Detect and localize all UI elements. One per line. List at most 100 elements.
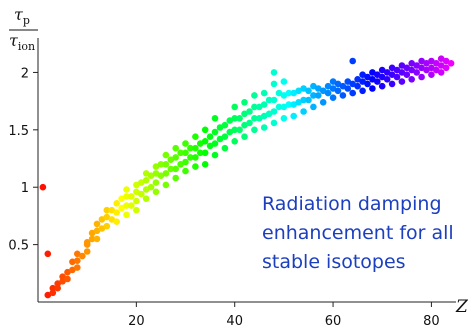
data-point bbox=[359, 71, 366, 78]
y-tick-label: 0.5 bbox=[8, 239, 29, 254]
data-point bbox=[103, 213, 111, 221]
data-point bbox=[152, 179, 160, 186]
data-point bbox=[364, 73, 371, 81]
x-axis-title: Z bbox=[455, 297, 469, 317]
data-point bbox=[49, 284, 57, 292]
data-point bbox=[280, 78, 288, 85]
data-point bbox=[59, 278, 66, 285]
data-point bbox=[64, 275, 71, 283]
data-point bbox=[270, 108, 278, 115]
data-point bbox=[378, 73, 386, 81]
data-point bbox=[260, 101, 268, 108]
data-point bbox=[310, 103, 317, 111]
data-point bbox=[157, 172, 165, 179]
data-point bbox=[172, 174, 179, 182]
data-point bbox=[133, 188, 140, 196]
data-point bbox=[285, 101, 293, 108]
data-point bbox=[260, 89, 268, 97]
data-point bbox=[339, 82, 347, 90]
data-point bbox=[93, 227, 101, 235]
data-point bbox=[364, 80, 371, 88]
data-point bbox=[383, 76, 391, 83]
data-point bbox=[418, 73, 425, 81]
data-point bbox=[197, 140, 204, 147]
data-point bbox=[290, 101, 298, 108]
data-point bbox=[408, 76, 416, 83]
data-point bbox=[123, 202, 130, 209]
data-point bbox=[369, 69, 376, 76]
data-point bbox=[192, 163, 199, 170]
data-point bbox=[334, 80, 342, 88]
data-point bbox=[98, 225, 106, 232]
data-point bbox=[103, 222, 111, 230]
data-point bbox=[310, 92, 317, 99]
data-point bbox=[354, 76, 361, 83]
data-point bbox=[118, 195, 125, 202]
x-tick-label: 60 bbox=[325, 314, 342, 329]
data-point bbox=[44, 291, 52, 299]
data-point bbox=[290, 89, 298, 97]
data-point bbox=[354, 82, 361, 90]
data-point bbox=[177, 149, 184, 157]
data-point bbox=[270, 69, 278, 76]
data-point bbox=[231, 138, 238, 145]
data-point bbox=[211, 151, 219, 159]
data-point bbox=[403, 64, 411, 72]
y-title-numerator: τp bbox=[14, 5, 30, 27]
data-point bbox=[123, 193, 130, 200]
data-point bbox=[93, 220, 101, 228]
data-point bbox=[349, 57, 357, 65]
data-point bbox=[319, 87, 327, 95]
data-point bbox=[398, 69, 406, 76]
data-point bbox=[59, 273, 66, 281]
data-point bbox=[241, 99, 248, 106]
data-point bbox=[54, 280, 61, 287]
data-point bbox=[280, 103, 288, 111]
data-point bbox=[74, 257, 81, 265]
data-point bbox=[408, 60, 416, 67]
data-point bbox=[103, 206, 111, 214]
data-point bbox=[123, 211, 130, 219]
data-point bbox=[128, 193, 135, 200]
data-point bbox=[241, 121, 248, 129]
data-point bbox=[192, 133, 199, 140]
data-point bbox=[270, 119, 278, 127]
data-point bbox=[172, 144, 179, 152]
data-point bbox=[142, 195, 150, 202]
data-point bbox=[152, 170, 160, 177]
data-point bbox=[236, 126, 243, 134]
data-point bbox=[197, 149, 204, 157]
x-tick-label: 40 bbox=[226, 314, 243, 329]
data-point bbox=[315, 85, 322, 92]
annotation-line-2: enhancement for all bbox=[262, 222, 454, 244]
data-point bbox=[315, 92, 322, 99]
data-point bbox=[285, 89, 293, 97]
data-point bbox=[142, 186, 150, 193]
data-point bbox=[74, 250, 81, 258]
data-point bbox=[251, 92, 258, 99]
data-point bbox=[206, 133, 214, 140]
data-point bbox=[418, 57, 425, 65]
annotation-line-1: Radiation damping bbox=[262, 193, 442, 215]
data-point bbox=[98, 216, 106, 223]
data-point bbox=[147, 172, 155, 179]
data-point bbox=[118, 204, 125, 212]
data-point bbox=[295, 87, 302, 95]
data-point bbox=[280, 115, 288, 122]
data-point bbox=[319, 99, 327, 106]
data-point bbox=[142, 170, 150, 177]
data-point bbox=[265, 96, 273, 104]
data-point bbox=[344, 78, 352, 85]
data-point bbox=[374, 71, 381, 78]
data-point bbox=[162, 151, 170, 159]
y-title-denominator: τion bbox=[9, 31, 35, 53]
data-point bbox=[231, 103, 238, 111]
data-point bbox=[88, 235, 96, 243]
data-point bbox=[344, 85, 352, 92]
data-point bbox=[334, 87, 342, 95]
data-point bbox=[383, 69, 391, 76]
data-point bbox=[290, 112, 298, 120]
data-point bbox=[201, 161, 209, 168]
data-point bbox=[413, 62, 421, 69]
